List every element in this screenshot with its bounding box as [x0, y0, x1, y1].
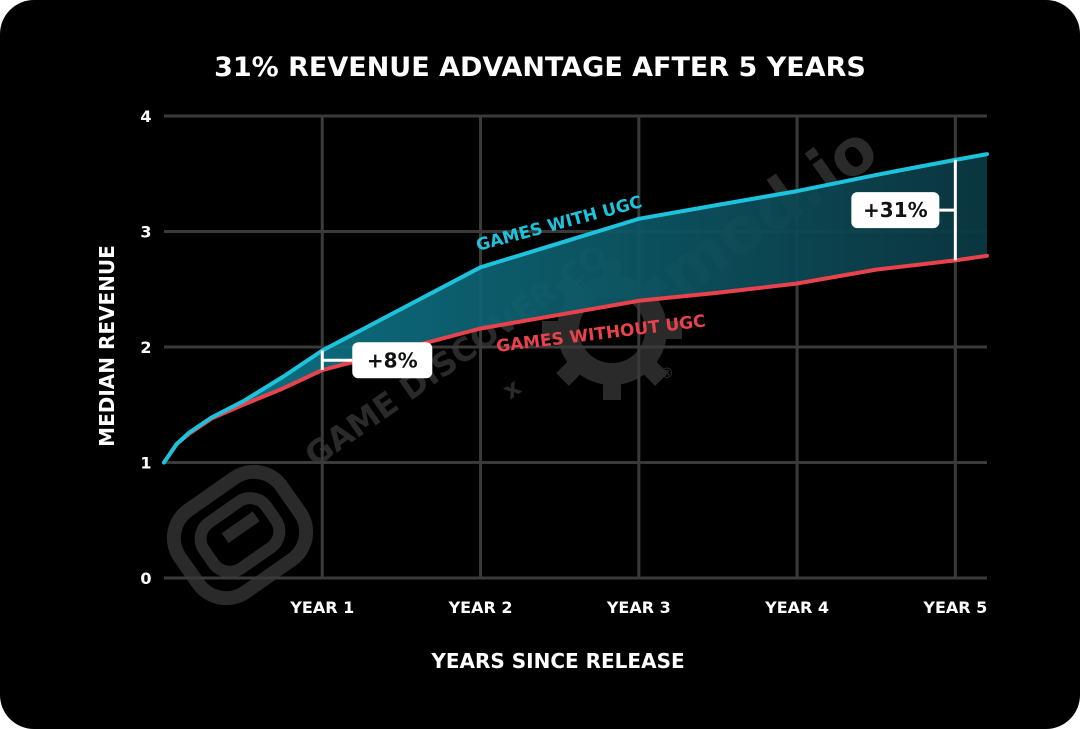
callout-label: +31% [863, 198, 928, 222]
x-tick-label: YEAR 3 [606, 598, 671, 617]
x-tick-label: YEAR 4 [764, 598, 829, 617]
y-axis-label: MEDIAN REVENUE [95, 245, 119, 447]
axis-ticks: 0 1 2 3 4 YEAR 1 YEAR 2 YEAR 3 YEAR 4 YEAR 5 [140, 107, 987, 617]
gridlines [164, 114, 987, 580]
gap-area [164, 154, 987, 463]
callout-label: +8% [367, 348, 418, 372]
x-tick-label: YEAR 2 [448, 598, 513, 617]
watermark-separator: x [497, 373, 526, 405]
callout-box [352, 342, 433, 379]
game-discover-co-logo-icon [166, 464, 314, 606]
x-axis-label: YEARS SINCE RELEASE [430, 649, 684, 673]
y-tick-label: 3 [140, 223, 151, 242]
chart-title: 31% REVENUE ADVANTAGE AFTER 5 YEARS [214, 52, 866, 83]
y-tick-label: 4 [140, 107, 151, 126]
annotations: +8% +31% [320, 159, 957, 379]
series-lines [162, 152, 989, 465]
series-line-with-ugc [162, 152, 989, 465]
callout-year-5: +31% [851, 159, 957, 261]
registered-mark: ® [660, 366, 674, 382]
callout-box [851, 192, 940, 229]
x-tick-label: YEAR 5 [922, 598, 987, 617]
watermark: GAME DISCOVER CO x mod.io ® [166, 111, 891, 606]
y-tick-label: 2 [140, 338, 151, 357]
x-tick-label: YEAR 1 [289, 598, 354, 617]
y-tick-label: 1 [140, 454, 151, 473]
gap-area-fill [164, 154, 987, 463]
callout-year-1: +8% [320, 342, 433, 379]
y-tick-label: 0 [140, 569, 151, 588]
